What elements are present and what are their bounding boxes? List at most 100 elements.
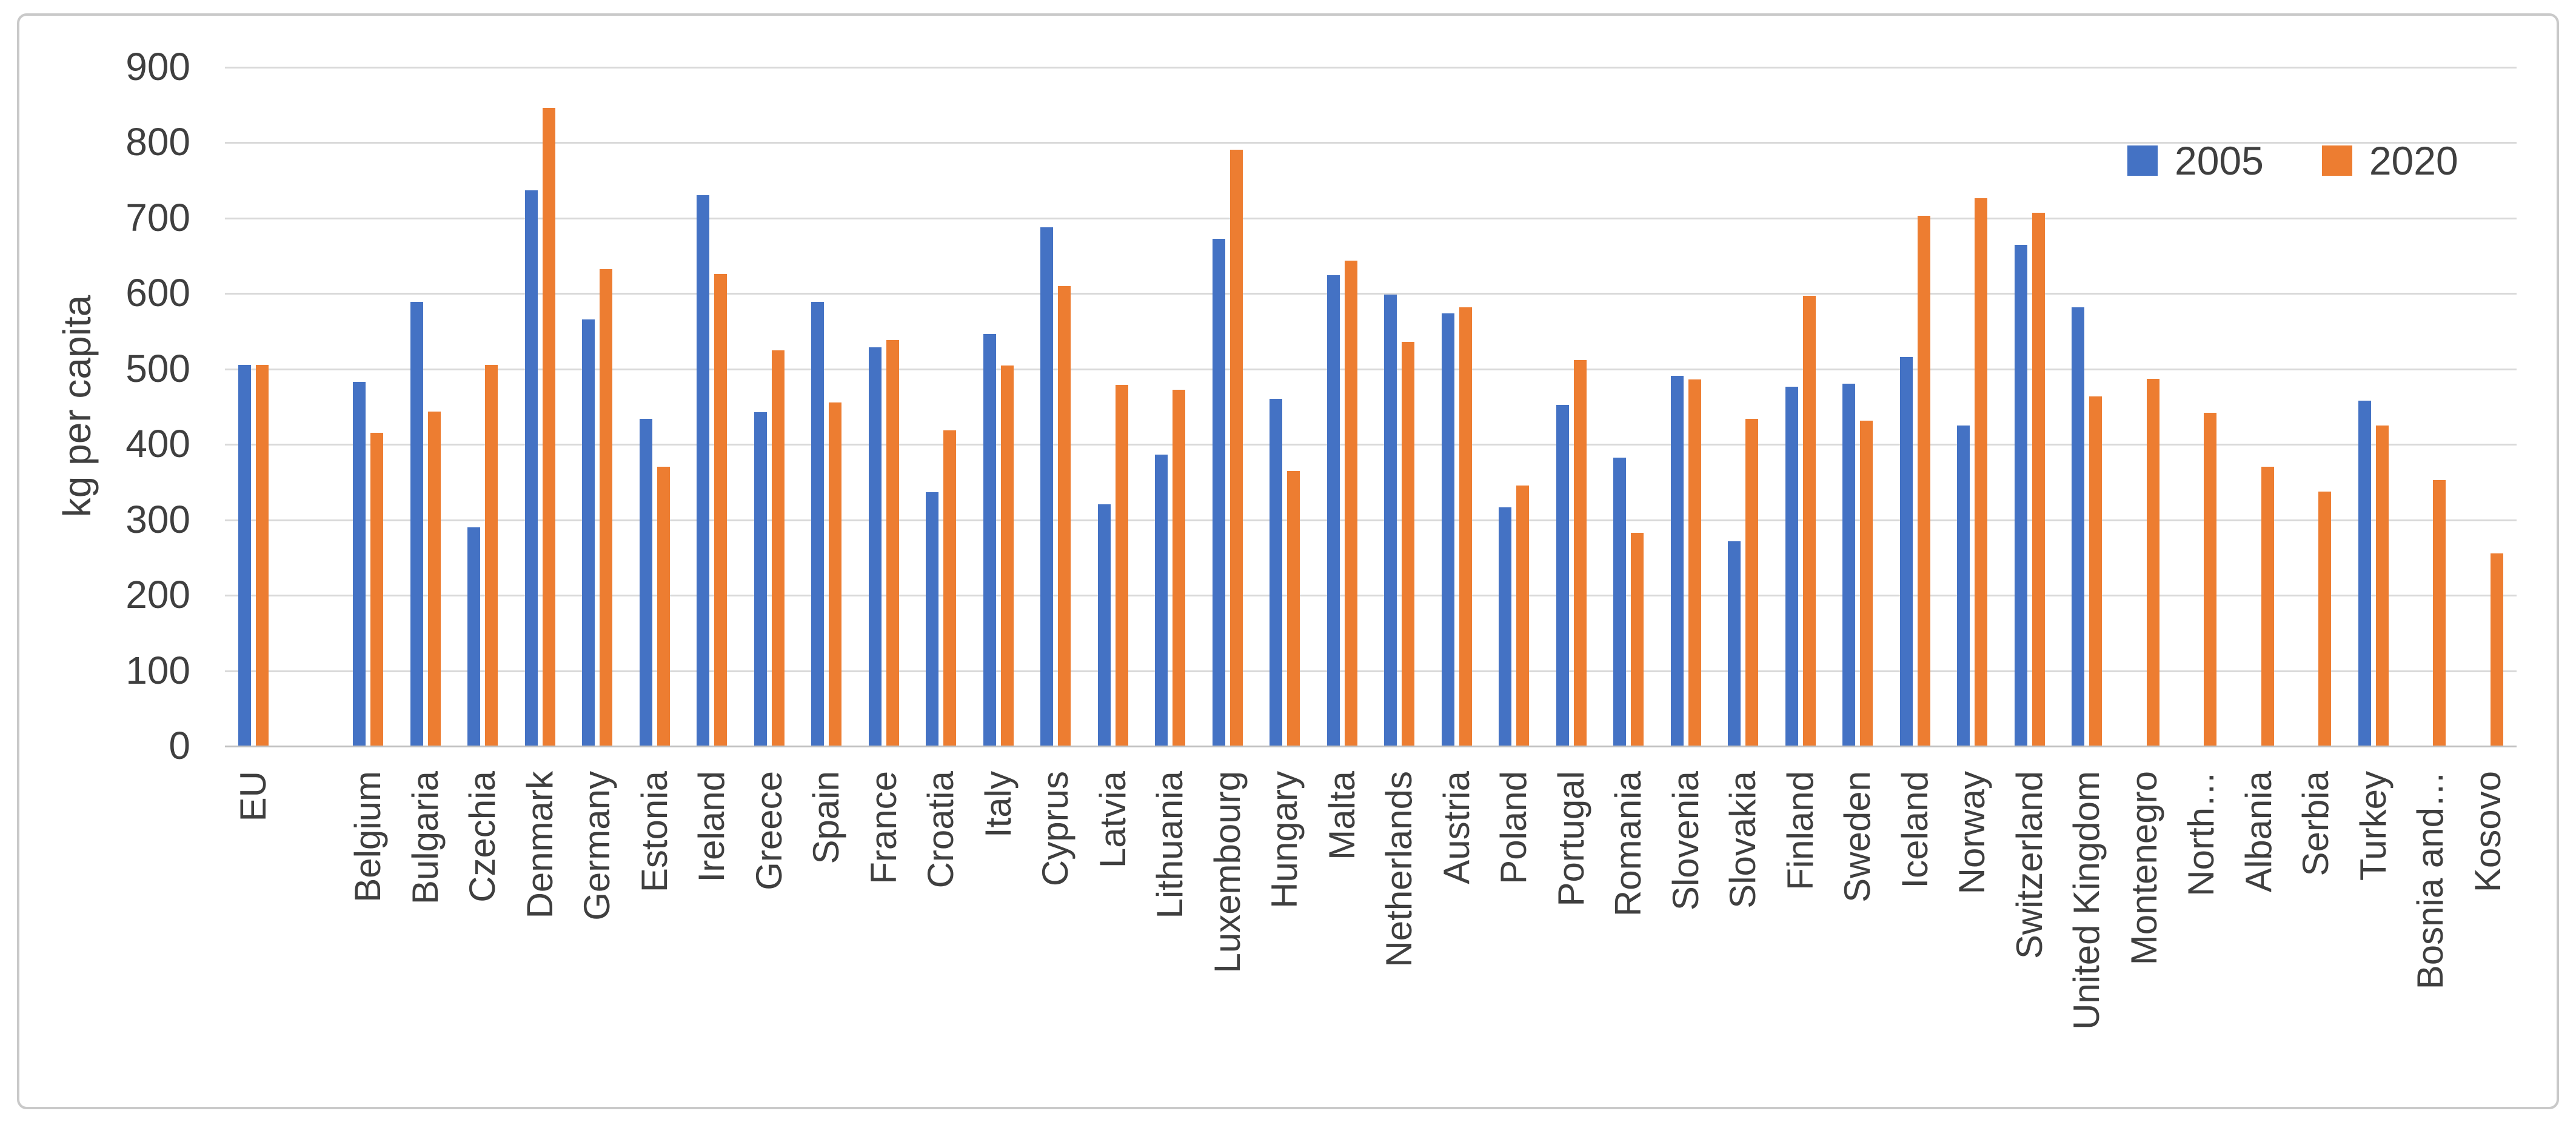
bar-2005-Luxembourg <box>1213 239 1225 746</box>
bar-2005-Netherlands <box>1384 295 1397 746</box>
x-category-label: Netherlands <box>1379 771 1419 967</box>
x-category-label: Slovakia <box>1723 771 1763 909</box>
bar-2005-Romania <box>1613 458 1626 746</box>
gridline-300 <box>225 519 2517 521</box>
y-tick-label: 700 <box>75 193 190 242</box>
legend-label: 2005 <box>2175 139 2264 182</box>
bar-2005-Cyprus <box>1040 227 1053 746</box>
bar-2020-Turkey <box>2376 426 2389 746</box>
bar-2005-Turkey <box>2358 401 2371 746</box>
x-category-label: Malta <box>1322 771 1362 860</box>
bar-2020-Latvia <box>1116 385 1128 746</box>
y-axis-title: kg per capita <box>56 295 98 517</box>
bar-2005-Hungary <box>1270 399 1282 746</box>
bar-2020-Norway <box>1975 198 1987 746</box>
x-category-label: Montenegro <box>2124 771 2164 965</box>
bar-2020-Finland <box>1803 296 1816 746</box>
bar-2005-Finland <box>1785 387 1798 746</box>
x-category-label: France <box>864 771 904 884</box>
bar-2020-Netherlands <box>1402 342 1414 746</box>
bar-2005-Czechia <box>467 527 480 746</box>
legend-item-2005: 2005 <box>2127 139 2264 182</box>
bar-2020-Estonia <box>657 467 670 746</box>
bar-2020-Portugal <box>1574 360 1587 746</box>
bar-2005-Bulgaria <box>410 302 423 746</box>
y-tick-label: 0 <box>75 721 190 770</box>
x-category-label: Norway <box>1952 771 1992 894</box>
y-tick-label: 200 <box>75 570 190 619</box>
x-category-label: Belgium <box>348 771 388 903</box>
bar-2005-EU <box>238 365 251 746</box>
bar-2005-France <box>869 347 882 746</box>
bar-2020-Kosovo <box>2491 553 2503 746</box>
x-category-label: Switzerland <box>2010 771 2050 959</box>
gridline-0 <box>225 746 2517 747</box>
bar-2020-UnitedKingdom <box>2089 396 2102 746</box>
x-category-label: Bosnia and… <box>2410 771 2451 989</box>
bar-2020-Albania <box>2261 467 2274 746</box>
bar-2020-Bosniaand <box>2433 480 2446 746</box>
x-category-label: Albania <box>2239 771 2279 892</box>
bar-2020-Romania <box>1631 533 1644 746</box>
bar-2005-Estonia <box>640 419 652 746</box>
x-category-label: Greece <box>749 771 789 890</box>
y-tick-label: 100 <box>75 646 190 695</box>
bar-2020-Sweden <box>1860 421 1873 746</box>
bar-2005-Germany <box>582 319 595 746</box>
bar-2020-Greece <box>772 350 785 746</box>
x-category-label: Czechia <box>463 771 503 903</box>
bar-2020-Hungary <box>1287 471 1300 746</box>
bar-2020-EU <box>256 365 269 746</box>
bar-2005-Portugal <box>1556 405 1569 746</box>
legend-item-2020: 2020 <box>2322 139 2458 182</box>
bar-2020-Spain <box>829 402 841 746</box>
bar-2020-Serbia <box>2318 492 2331 746</box>
bar-2020-Bulgaria <box>428 412 441 746</box>
x-category-label: Hungary <box>1265 771 1305 909</box>
x-category-label: Croatia <box>921 771 961 888</box>
bar-2020-Italy <box>1001 366 1014 746</box>
legend-swatch-icon <box>2322 145 2352 176</box>
x-category-label: Serbia <box>2296 771 2336 876</box>
x-category-label: Cyprus <box>1035 771 1076 886</box>
bar-2005-Croatia <box>926 492 938 746</box>
x-category-label: Italy <box>979 771 1019 838</box>
bar-2020-North <box>2204 413 2216 746</box>
x-category-label: Denmark <box>520 771 560 918</box>
bar-2020-France <box>886 340 899 746</box>
bar-2005-Denmark <box>525 190 538 746</box>
bar-2005-Switzerland <box>2015 245 2027 746</box>
bar-2005-Slovenia <box>1671 376 1684 746</box>
x-category-label: United Kingdom <box>2067 771 2107 1030</box>
gridline-200 <box>225 595 2517 596</box>
bar-2005-Belgium <box>353 382 366 746</box>
x-category-label: EU <box>233 771 273 821</box>
bar-2020-Luxembourg <box>1230 150 1243 746</box>
x-category-label: Finland <box>1781 771 1821 890</box>
x-category-label: Bulgaria <box>406 771 446 904</box>
x-category-label: Turkey <box>2354 771 2394 881</box>
x-category-label: Iceland <box>1895 771 1935 888</box>
x-category-label: Romania <box>1608 771 1648 916</box>
bar-2020-Croatia <box>943 430 956 746</box>
x-category-label: Estonia <box>635 771 675 892</box>
bar-2005-Sweden <box>1842 384 1855 746</box>
x-category-label: Spain <box>806 771 846 864</box>
legend-label: 2020 <box>2369 139 2458 182</box>
gridline-500 <box>225 369 2517 370</box>
gridline-900 <box>225 67 2517 68</box>
bar-2020-Lithuania <box>1173 390 1185 746</box>
x-category-label: Portugal <box>1551 771 1591 906</box>
x-category-label: Austria <box>1437 771 1477 884</box>
x-category-label: Latvia <box>1093 771 1133 868</box>
bar-2005-Spain <box>811 302 824 746</box>
bar-2005-Ireland <box>697 195 709 746</box>
bar-2020-Belgium <box>370 433 383 746</box>
bar-2005-Norway <box>1957 426 1970 746</box>
bar-2005-Slovakia <box>1728 541 1741 746</box>
bar-2020-Denmark <box>543 108 555 746</box>
bar-2020-Iceland <box>1918 216 1930 746</box>
x-category-label: Germany <box>577 771 617 921</box>
